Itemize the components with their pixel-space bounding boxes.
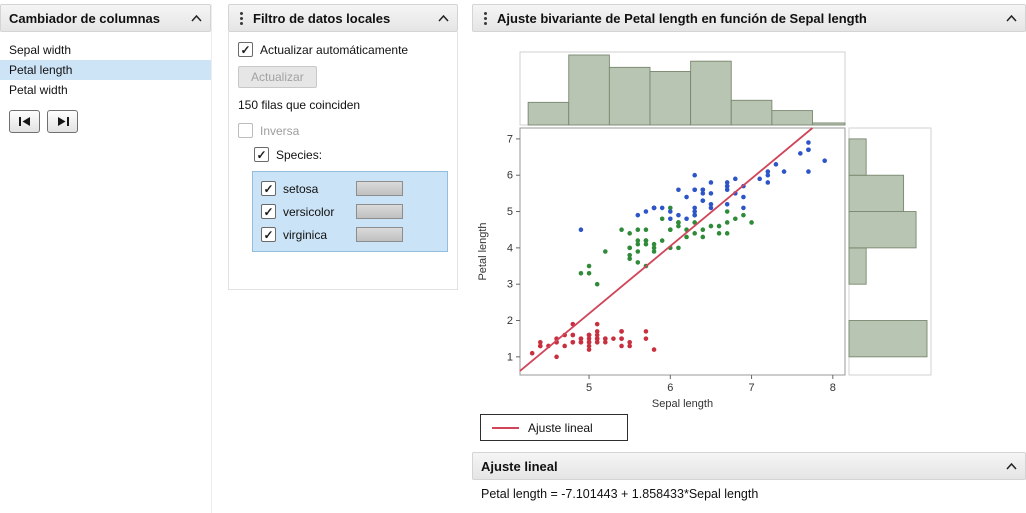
- svg-text:8: 8: [830, 382, 836, 394]
- chevron-up-icon[interactable]: [1006, 462, 1017, 470]
- column-switcher-title: Cambiador de columnas: [9, 10, 160, 26]
- step-backward-icon: [18, 117, 30, 126]
- svg-text:Sepal length: Sepal length: [652, 398, 713, 410]
- species-versicolor-count-bar[interactable]: [356, 204, 403, 219]
- svg-text:5: 5: [586, 382, 592, 394]
- chevron-up-icon[interactable]: [438, 14, 449, 22]
- species-setosa-count-bar[interactable]: [356, 181, 403, 196]
- update-button: Actualizar: [238, 66, 317, 88]
- bivariate-panel: Ajuste bivariante de Petal length en fun…: [472, 4, 1026, 513]
- linear-fit-title: Ajuste lineal: [481, 458, 558, 474]
- column-item-petal-length[interactable]: Petal length: [0, 60, 211, 80]
- fit-line-icon: [492, 426, 519, 429]
- svg-text:7: 7: [507, 133, 513, 145]
- column-switcher-header[interactable]: Cambiador de columnas: [0, 4, 211, 32]
- fit-legend[interactable]: Ajuste lineal: [480, 414, 628, 441]
- fit-equation: Petal length = -7.101443 + 1.858433*Sepa…: [481, 487, 759, 501]
- svg-text:3: 3: [507, 279, 513, 291]
- species-setosa-label: setosa: [283, 181, 319, 196]
- species-versicolor-checkbox[interactable]: [261, 204, 276, 219]
- column-nav-buttons: [0, 100, 211, 143]
- svg-text:1: 1: [507, 351, 513, 363]
- species-item-virginica[interactable]: virginica: [261, 227, 439, 242]
- species-checkbox[interactable]: [254, 147, 269, 162]
- bivariate-title: Ajuste bivariante de Petal length en fun…: [497, 10, 867, 26]
- data-filter-title: Filtro de datos locales: [253, 10, 391, 26]
- column-switcher-panel: Cambiador de columnas Sepal width Petal l…: [0, 4, 212, 513]
- svg-text:7: 7: [749, 382, 755, 394]
- species-versicolor-label: versicolor: [283, 204, 335, 219]
- svg-text:6: 6: [507, 170, 513, 182]
- previous-column-button[interactable]: [9, 110, 40, 133]
- species-setosa-checkbox[interactable]: [261, 181, 276, 196]
- species-virginica-checkbox[interactable]: [261, 227, 276, 242]
- inverse-checkbox: [238, 123, 253, 138]
- svg-text:Petal length: Petal length: [477, 222, 489, 280]
- rows-matching-text: 150 filas que coinciden: [238, 98, 361, 112]
- local-data-filter-panel: Filtro de datos locales Actualizar autom…: [228, 4, 458, 513]
- bivariate-plot[interactable]: 5 6 7 8 1 2 3 4 5 6 7 Sepal length Petal length: [472, 32, 1026, 410]
- linear-fit-header[interactable]: Ajuste lineal: [472, 452, 1026, 480]
- menu-dots-icon[interactable]: [481, 10, 490, 27]
- data-filter-header[interactable]: Filtro de datos locales: [228, 4, 458, 32]
- legend-label: Ajuste lineal: [528, 420, 593, 435]
- species-virginica-count-bar[interactable]: [356, 227, 403, 242]
- column-item-sepal-width[interactable]: Sepal width: [9, 43, 72, 57]
- species-item-setosa[interactable]: setosa: [261, 181, 439, 196]
- menu-dots-icon[interactable]: [237, 10, 246, 27]
- species-filter-box: setosa versicolor virginica: [252, 171, 448, 252]
- inverse-row: Inversa: [238, 123, 448, 138]
- next-column-button[interactable]: [47, 110, 78, 133]
- auto-update-checkbox[interactable]: [238, 42, 253, 57]
- auto-update-row[interactable]: Actualizar automáticamente: [238, 42, 448, 57]
- chevron-up-icon[interactable]: [191, 14, 202, 22]
- svg-text:2: 2: [507, 315, 513, 327]
- data-filter-body: Actualizar automáticamente Actualizar 15…: [228, 32, 458, 290]
- column-switcher-list: Sepal width Petal length Petal width: [0, 32, 211, 100]
- step-forward-icon: [57, 117, 69, 126]
- chevron-up-icon[interactable]: [1006, 14, 1017, 22]
- svg-text:4: 4: [507, 242, 513, 254]
- bivariate-header[interactable]: Ajuste bivariante de Petal length en fun…: [472, 4, 1026, 32]
- inverse-label: Inversa: [260, 123, 300, 138]
- species-row[interactable]: Species:: [254, 147, 448, 162]
- species-item-versicolor[interactable]: versicolor: [261, 204, 439, 219]
- svg-text:6: 6: [667, 382, 673, 394]
- svg-text:5: 5: [507, 206, 513, 218]
- column-item-petal-width[interactable]: Petal width: [9, 83, 68, 97]
- species-label: Species:: [276, 147, 323, 162]
- auto-update-label: Actualizar automáticamente: [260, 42, 409, 57]
- species-virginica-label: virginica: [283, 227, 328, 242]
